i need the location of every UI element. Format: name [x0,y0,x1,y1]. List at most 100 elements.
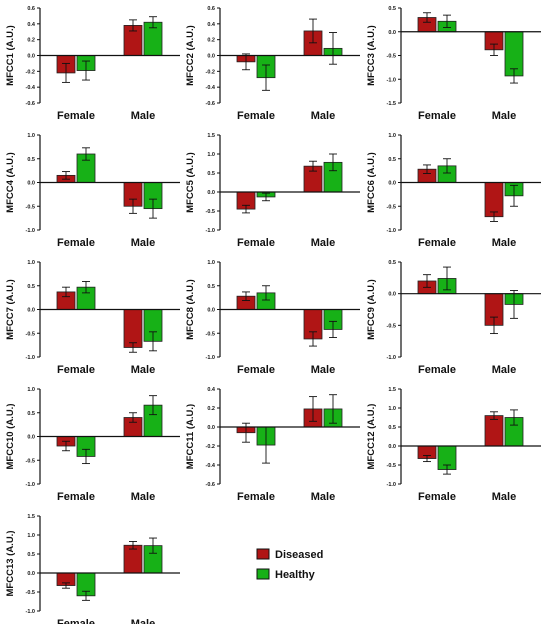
category-label: Female [237,491,275,503]
y-tick-label: 1.0 [27,133,35,139]
legend: Diseased Healthy [256,548,323,581]
y-tick-label: 0.5 [27,157,35,163]
y-tick-label: -0.5 [387,54,396,60]
category-label: Male [492,491,516,503]
y-tick-label: -1.0 [26,609,35,615]
y-tick-label: 0.2 [27,38,35,44]
y-tick-label: 0.0 [27,181,35,187]
chart-panel: 1.5 1.0 0.5 0.0 -0.5 -1.0 Female Male MFCC13 (A.… [5,514,180,624]
y-axis-label: MFCC4 (A.U.) [5,152,16,213]
y-tick-label: 1.0 [207,152,215,158]
y-tick-label: -0.6 [206,101,215,107]
legend-label-healthy: Healthy [275,569,316,581]
legend-swatch-diseased [256,548,270,560]
y-tick-label: 0.2 [207,406,215,412]
y-tick-label: -1.0 [206,228,215,234]
chart-panel: 1.0 0.5 0.0 -0.5 -1.0 Female Male MFCC8 (A.U.) [185,260,360,376]
y-tick-label: -1.5 [387,101,396,107]
legend-label-diseased: Diseased [275,549,323,561]
chart-panel: 0.6 0.4 0.2 0.0 -0.2 -0.4 -0.6 Female Male MFCC2 … [185,6,360,122]
y-tick-label: 0.6 [27,6,35,12]
category-label: Male [131,364,155,376]
y-tick-label: -1.0 [387,228,396,234]
chart-panel: 0.5 0.0 -0.5 -1.0 -1.5 Female Male MFCC3 (A.U.) [366,6,541,122]
y-tick-label: 1.0 [27,260,35,266]
chart-panel: 1.0 0.5 0.0 -0.5 -1.0 Female Male MFCC7 (A.U.) [5,260,180,376]
chart-panel: 0.6 0.4 0.2 0.0 -0.2 -0.4 -0.6 Female Male MFCC1 … [5,6,180,122]
y-tick-label: -0.2 [206,69,215,75]
y-axis-label: MFCC7 (A.U.) [5,279,16,340]
y-axis-label: MFCC2 (A.U.) [185,25,196,86]
chart-panel: 1.5 1.0 0.5 0.0 -0.5 -1.0 Female Male MFCC12 (A.… [366,387,541,503]
category-label: Female [57,618,95,624]
y-tick-label: 0.0 [388,30,396,36]
category-label: Female [237,364,275,376]
y-tick-label: -0.4 [26,85,36,91]
category-label: Male [311,364,335,376]
y-axis-label: MFCC6 (A.U.) [366,152,377,213]
y-axis-label: MFCC13 (A.U.) [5,531,16,597]
y-axis-label: MFCC8 (A.U.) [185,279,196,340]
y-tick-label: 1.5 [388,387,396,393]
y-tick-label: -0.4 [206,463,216,469]
category-label: Male [131,491,155,503]
y-tick-label: 0.5 [388,6,396,12]
y-tick-label: -0.5 [26,204,35,210]
y-tick-label: 0.4 [207,387,216,393]
category-label: Male [311,491,335,503]
y-tick-label: -0.5 [206,209,215,215]
y-tick-label: -1.0 [26,228,35,234]
y-tick-label: -0.5 [387,323,396,329]
category-label: Female [418,237,456,249]
category-label: Male [131,110,155,122]
category-label: Male [311,237,335,249]
y-tick-label: -1.0 [387,77,396,83]
category-label: Female [57,364,95,376]
y-tick-label: 0.0 [207,190,215,196]
chart-panel: 1.5 1.0 0.5 0.0 -0.5 -1.0 Female Male MFCC5 (A.U… [185,133,360,249]
y-tick-label: -1.0 [206,355,215,361]
y-tick-label: -0.6 [206,482,215,488]
y-tick-label: 0.0 [27,571,35,577]
y-tick-label: 0.5 [388,157,396,163]
y-tick-label: -0.5 [206,331,215,337]
y-tick-label: 1.5 [27,514,35,520]
y-tick-label: 0.0 [388,292,396,298]
category-label: Male [492,237,516,249]
chart-panel: 0.5 0.0 -0.5 -1.0 Female Male MFCC9 (A.U.) [366,260,541,376]
y-tick-label: -0.4 [206,85,216,91]
chart-panel: 1.0 0.5 0.0 -0.5 -1.0 Female Male MFCC4 (A.U.) [5,133,180,249]
y-tick-label: 0.5 [27,284,35,290]
category-label: Female [57,237,95,249]
y-tick-label: 0.6 [207,6,215,12]
category-label: Male [311,110,335,122]
y-axis-label: MFCC5 (A.U.) [185,152,196,213]
y-tick-label: 0.4 [27,22,36,28]
y-tick-label: 0.0 [207,308,215,314]
y-tick-label: -1.0 [26,355,35,361]
y-tick-label: 0.5 [388,260,396,266]
y-tick-label: 0.2 [207,38,215,44]
y-tick-label: -1.0 [387,482,396,488]
chart-panel: 1.0 0.5 0.0 -0.5 -1.0 Female Male MFCC6 (A.U.) [366,133,541,249]
y-tick-label: 0.5 [27,411,35,417]
y-tick-label: 0.5 [207,171,215,177]
y-tick-label: 0.0 [207,54,215,60]
y-tick-label: 0.5 [27,552,35,558]
y-tick-label: -0.2 [26,69,35,75]
y-tick-label: -1.0 [387,355,396,361]
y-tick-label: 1.0 [388,406,396,412]
y-tick-label: -1.0 [26,482,35,488]
category-label: Female [418,491,456,503]
y-axis-label: MFCC12 (A.U.) [366,404,377,470]
y-tick-label: -0.5 [26,331,35,337]
y-tick-label: -0.5 [387,204,396,210]
legend-swatch-healthy [256,568,270,580]
y-tick-label: -0.2 [206,444,215,450]
y-tick-label: 0.0 [27,308,35,314]
category-label: Female [418,110,456,122]
y-tick-label: 1.5 [207,133,215,139]
category-label: Female [237,110,275,122]
y-tick-label: -0.5 [26,590,35,596]
